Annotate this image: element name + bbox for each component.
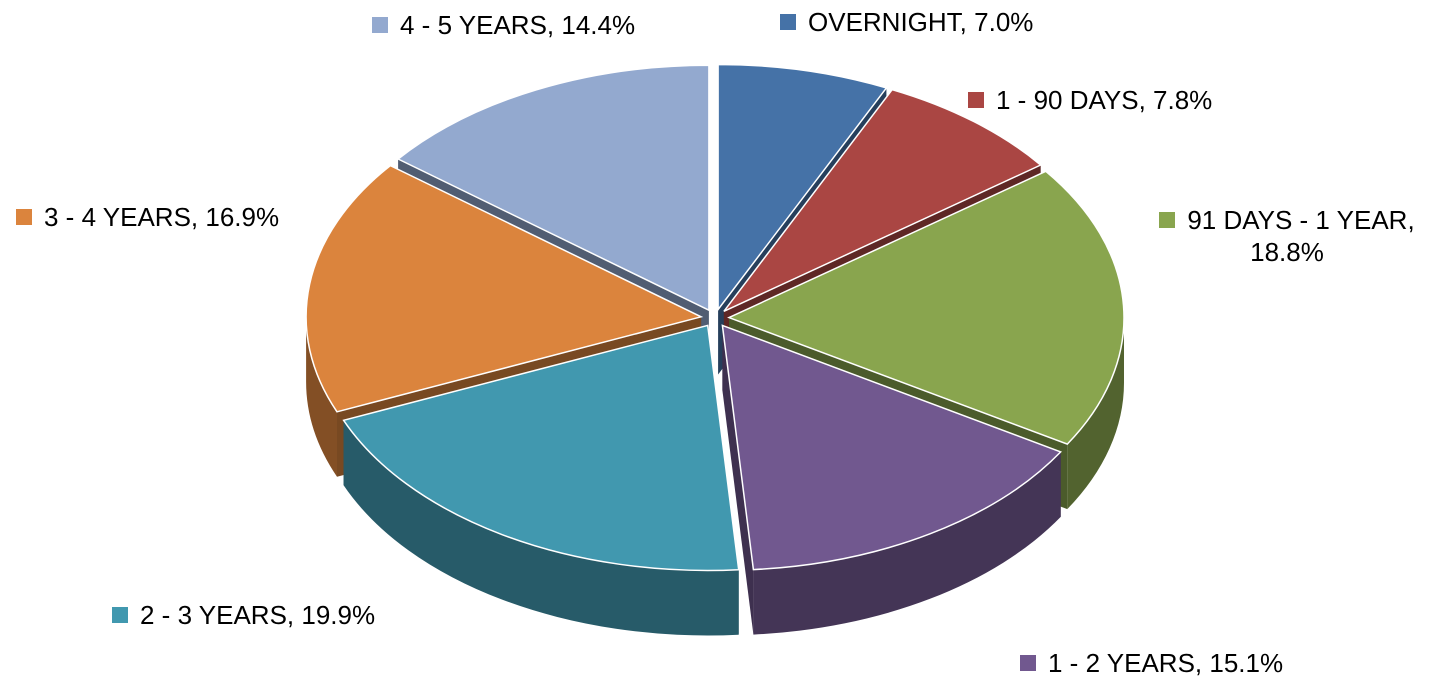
data-label: OVERNIGHT, 7.0%: [780, 6, 1033, 38]
slice-side: [306, 316, 337, 477]
label-text: 91 DAYS - 1 YEAR, 18.8%: [1187, 205, 1415, 267]
label-text: 4 - 5 YEARS, 14.4%: [400, 10, 636, 40]
slice: [721, 324, 1063, 571]
label-text: 2 - 3 YEARS, 19.9%: [140, 600, 376, 630]
legend-swatch: [1020, 655, 1036, 671]
data-label: 3 - 4 YEARS, 16.9%: [16, 201, 279, 233]
legend-swatch: [780, 14, 796, 30]
legend-swatch: [112, 607, 128, 623]
label-text: 1 - 90 DAYS, 7.8%: [996, 85, 1213, 115]
data-label: 1 - 90 DAYS, 7.8%: [968, 84, 1212, 116]
slice: [342, 324, 740, 572]
label-text: 1 - 2 YEARS, 15.1%: [1048, 648, 1284, 678]
label-text: 3 - 4 YEARS, 16.9%: [44, 202, 280, 232]
data-label: 91 DAYS - 1 YEAR, 18.8%: [1128, 204, 1446, 268]
slice-side: [343, 420, 739, 636]
slice-radial-side: [722, 325, 754, 635]
legend-swatch: [372, 17, 388, 33]
slice: [727, 170, 1125, 445]
legend-swatch: [968, 92, 984, 108]
slice: [717, 63, 888, 312]
data-label: 4 - 5 YEARS, 14.4%: [372, 9, 635, 41]
slice-side: [753, 451, 1061, 635]
data-label: 2 - 3 YEARS, 19.9%: [112, 599, 375, 631]
legend-swatch: [16, 209, 32, 225]
label-text: OVERNIGHT, 7.0%: [808, 7, 1034, 37]
slice: [305, 164, 704, 413]
slice-side: [1067, 317, 1124, 510]
slice: [723, 88, 1043, 312]
slice: [396, 64, 710, 312]
data-label: 1 - 2 YEARS, 15.1%: [1020, 647, 1283, 679]
legend-swatch: [1159, 212, 1176, 228]
